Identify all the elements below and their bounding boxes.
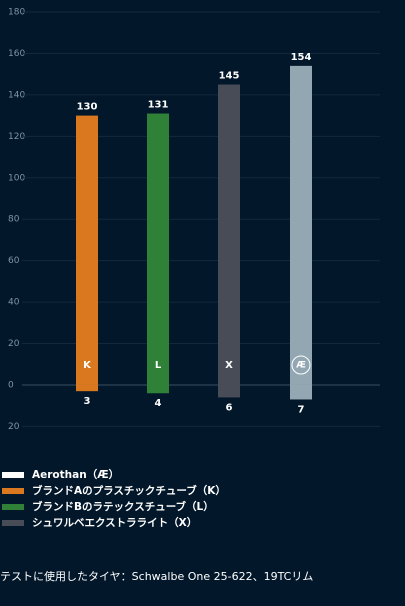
y-tick-label: 0 xyxy=(8,380,14,390)
value-label: 3 xyxy=(84,396,91,407)
footnote: テストに使用したタイヤ：Schwalbe One 25-622、19TCリム xyxy=(0,570,313,583)
y-tick-label: 160 xyxy=(8,49,25,59)
value-label: 4 xyxy=(155,398,162,409)
x-tick-label: Æ xyxy=(296,361,306,371)
value-label: 154 xyxy=(291,52,312,63)
value-label: 7 xyxy=(298,404,305,415)
legend-label: ブランドAのプラスチックチューブ（K） xyxy=(32,484,226,497)
y-tick-label: 180 xyxy=(8,8,25,18)
category-badge xyxy=(291,355,311,375)
x-tick-label: K xyxy=(83,360,92,371)
legend-label: Aerothan（Æ） xyxy=(32,468,119,481)
bar xyxy=(218,84,240,385)
legend-swatch xyxy=(2,472,24,478)
bar xyxy=(76,384,98,392)
value-label: 130 xyxy=(77,102,98,113)
y-tick-label: 40 xyxy=(8,298,20,308)
bar xyxy=(76,115,98,385)
bar xyxy=(147,113,169,385)
value-label: 145 xyxy=(219,71,240,82)
y-tick-label: 60 xyxy=(8,256,20,266)
x-tick-label: X xyxy=(225,360,233,371)
legend-swatch xyxy=(2,520,24,526)
bar xyxy=(218,384,240,398)
y-tick-label: 100 xyxy=(8,173,25,183)
value-label: 6 xyxy=(226,402,233,413)
y-tick-label: 20 xyxy=(8,422,20,432)
legend-swatch xyxy=(2,504,24,510)
legend-label: シュワルベエクストラライト（X） xyxy=(32,516,197,529)
x-tick-label: L xyxy=(155,360,162,371)
bar xyxy=(290,384,312,400)
y-tick-label: 140 xyxy=(8,90,25,100)
y-tick-label: 80 xyxy=(8,215,20,225)
bar xyxy=(290,65,312,385)
y-tick-label: 20 xyxy=(8,339,20,349)
y-tick-label: 120 xyxy=(8,132,25,142)
bar xyxy=(147,384,169,394)
legend-swatch xyxy=(2,488,24,494)
legend-label: ブランドBのラテックスチューブ（L） xyxy=(32,500,214,513)
value-label: 131 xyxy=(148,100,169,111)
